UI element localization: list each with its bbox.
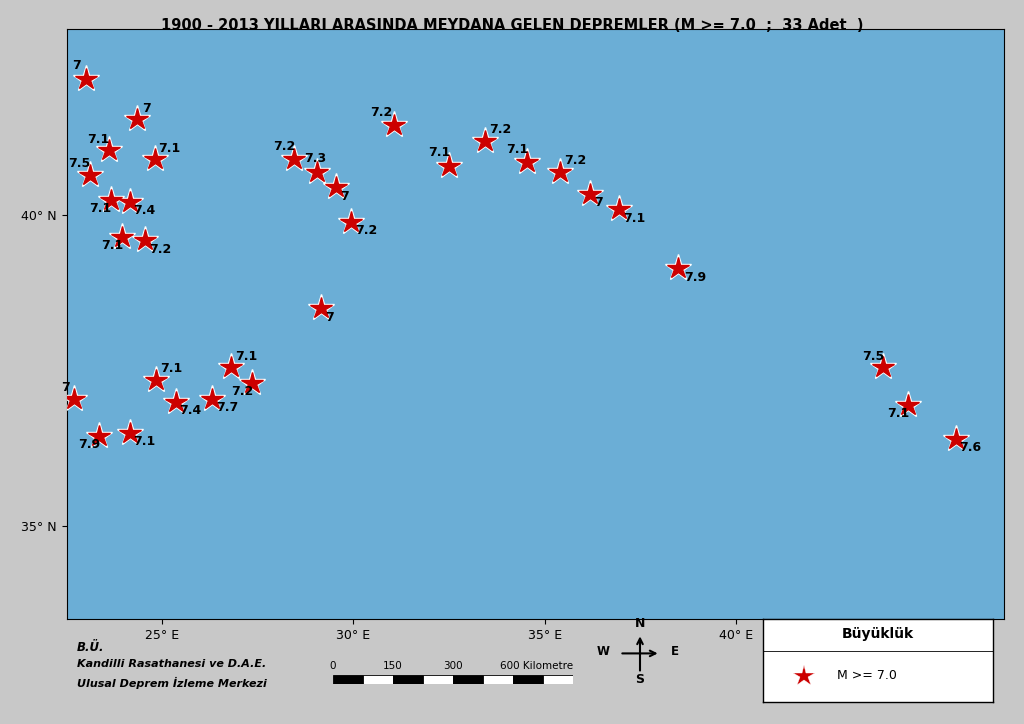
Text: 7.2: 7.2 bbox=[489, 123, 511, 136]
Bar bbox=[362, 675, 393, 684]
Text: 7: 7 bbox=[142, 101, 151, 114]
Text: M >= 7.0: M >= 7.0 bbox=[837, 669, 896, 682]
Text: 1900 - 2013 YILLARI ARASINDA MEYDANA GELEN DEPREMLER (M >= 7.0  ;  33 Adet  ): 1900 - 2013 YILLARI ARASINDA MEYDANA GEL… bbox=[161, 18, 863, 33]
Text: 7: 7 bbox=[594, 196, 603, 209]
Text: 7.1: 7.1 bbox=[101, 240, 123, 253]
Text: 7.2: 7.2 bbox=[148, 243, 171, 256]
Bar bbox=[423, 675, 453, 684]
Text: 7: 7 bbox=[325, 311, 334, 324]
Text: 300: 300 bbox=[443, 661, 463, 671]
Text: 7: 7 bbox=[340, 190, 349, 203]
Text: 7: 7 bbox=[73, 59, 81, 72]
Text: 7.2: 7.2 bbox=[231, 385, 253, 398]
Text: 0: 0 bbox=[330, 661, 336, 671]
Text: 7.1: 7.1 bbox=[89, 202, 112, 215]
Text: W: W bbox=[596, 645, 609, 658]
Text: 7.3: 7.3 bbox=[304, 153, 326, 166]
Text: 7.2: 7.2 bbox=[273, 140, 295, 153]
Bar bbox=[513, 675, 544, 684]
Text: 600 Kilometre: 600 Kilometre bbox=[501, 661, 573, 671]
Text: 7.2: 7.2 bbox=[564, 154, 586, 167]
Text: 150: 150 bbox=[383, 661, 402, 671]
Text: 7.9: 7.9 bbox=[684, 271, 707, 284]
Text: 7.2: 7.2 bbox=[371, 106, 393, 119]
Text: 7.1: 7.1 bbox=[623, 211, 645, 224]
Bar bbox=[453, 675, 483, 684]
Text: 7.1: 7.1 bbox=[88, 132, 110, 146]
Bar bbox=[333, 675, 362, 684]
Text: 7.7: 7.7 bbox=[216, 401, 238, 414]
Text: 7.1: 7.1 bbox=[506, 143, 528, 156]
Bar bbox=[544, 675, 573, 684]
Text: B.Ü.: B.Ü. bbox=[77, 641, 104, 654]
Text: 7.1: 7.1 bbox=[159, 142, 180, 155]
Text: 7.2: 7.2 bbox=[355, 224, 378, 237]
Text: 7.5: 7.5 bbox=[69, 157, 91, 170]
Text: 7.1: 7.1 bbox=[887, 407, 909, 420]
Text: 7.9: 7.9 bbox=[78, 438, 100, 451]
Text: 7.6: 7.6 bbox=[959, 442, 982, 455]
Text: 7: 7 bbox=[60, 381, 70, 394]
Text: 7.1: 7.1 bbox=[133, 435, 156, 448]
Text: 7.1: 7.1 bbox=[428, 146, 451, 159]
Text: 7.1: 7.1 bbox=[161, 363, 182, 376]
Bar bbox=[483, 675, 513, 684]
Text: 7.1: 7.1 bbox=[234, 350, 257, 363]
Bar bbox=[393, 675, 423, 684]
Text: S: S bbox=[636, 673, 644, 686]
Text: E: E bbox=[671, 645, 679, 658]
Text: 7.5: 7.5 bbox=[862, 350, 885, 363]
Text: Kandilli Rasathanesi ve D.A.E.: Kandilli Rasathanesi ve D.A.E. bbox=[77, 659, 266, 669]
Text: Büyüklük: Büyüklük bbox=[842, 627, 914, 641]
Text: N: N bbox=[635, 617, 645, 630]
Text: 7.4: 7.4 bbox=[133, 204, 156, 217]
Text: 7.4: 7.4 bbox=[179, 404, 202, 417]
Text: Ulusal Deprem İzleme Merkezi: Ulusal Deprem İzleme Merkezi bbox=[77, 677, 266, 689]
